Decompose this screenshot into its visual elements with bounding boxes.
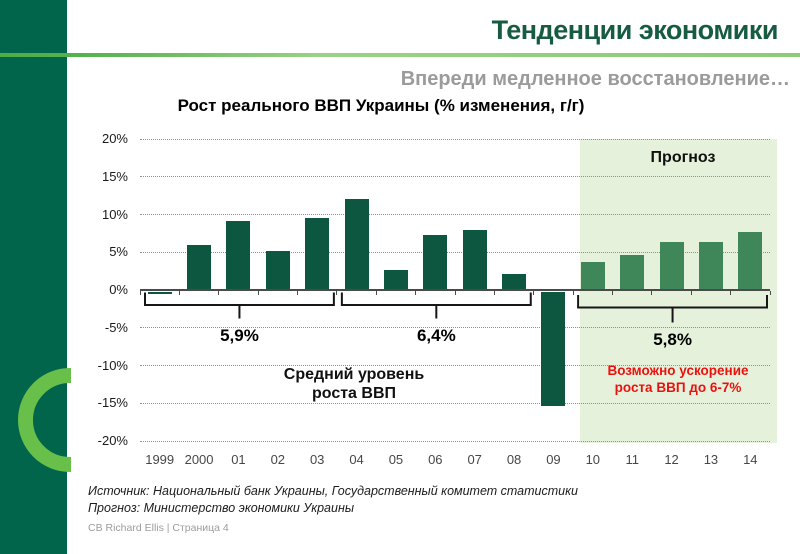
bar xyxy=(147,292,172,294)
x-axis-label: 04 xyxy=(349,452,364,467)
axis-tick xyxy=(297,291,298,295)
chart-title: Рост реального ВВП Украины (% изменения,… xyxy=(177,96,585,115)
y-axis-label: -15% xyxy=(97,395,128,411)
gridline xyxy=(140,176,770,178)
slide-subtitle: Впереди медленное восстановление… xyxy=(400,68,790,90)
axis-tick xyxy=(533,291,535,295)
y-axis-label: 0% xyxy=(109,282,128,297)
average-bracket xyxy=(144,292,335,319)
source-line-1: Источник: Национальный банк Украины, Гос… xyxy=(88,484,578,498)
axis-tick xyxy=(730,291,732,295)
average-bracket xyxy=(340,292,532,319)
x-axis-label: 13 xyxy=(703,452,719,467)
bar xyxy=(698,242,723,290)
x-axis-label: 07 xyxy=(467,452,482,467)
x-axis-label: 05 xyxy=(388,452,404,467)
gridline xyxy=(140,365,770,366)
bar xyxy=(344,198,369,290)
x-axis-label: 14 xyxy=(743,452,758,467)
gridline xyxy=(140,402,770,404)
sidebar-clip xyxy=(0,0,71,554)
accent-line xyxy=(0,53,800,57)
bar xyxy=(383,269,408,290)
forecast-region-label: Прогноз xyxy=(650,149,716,166)
bar xyxy=(620,254,645,290)
y-axis-label: 5% xyxy=(109,244,128,260)
average-bracket-label: 5,8% xyxy=(653,329,692,349)
axis-tick xyxy=(769,291,771,295)
forecast-acceleration-note: Возможно ускорение роста ВВП до 6-7% xyxy=(578,362,778,396)
bar xyxy=(187,245,212,290)
x-axis-label: 03 xyxy=(309,452,325,467)
average-bracket-label: 6,4% xyxy=(416,325,456,345)
x-axis-label: 10 xyxy=(585,452,601,467)
x-axis-label: 1999 xyxy=(145,452,175,467)
x-axis-label: 2000 xyxy=(184,452,214,467)
x-axis-label: 12 xyxy=(664,452,679,467)
source-line-2: Прогноз: Министерство экономики Украины xyxy=(88,501,355,515)
forecast-region xyxy=(580,139,777,443)
gridline xyxy=(140,214,770,215)
x-axis-label: 02 xyxy=(270,452,286,467)
gridline xyxy=(140,138,770,140)
bar xyxy=(659,242,684,290)
x-axis-label: 01 xyxy=(231,452,246,467)
axis-tick xyxy=(612,291,613,295)
axis-tick xyxy=(336,291,338,295)
axis-tick xyxy=(493,291,495,295)
bar xyxy=(423,234,448,290)
axis-tick xyxy=(572,291,574,295)
average-growth-note-line2: роста ВВП xyxy=(311,385,397,402)
bar xyxy=(305,217,330,290)
zero-axis xyxy=(140,289,770,291)
gridline xyxy=(140,251,770,253)
y-axis-label: 20% xyxy=(101,131,128,146)
forecast-acceleration-note-line2: роста ВВП до 6-7% xyxy=(614,380,742,395)
bar xyxy=(462,230,487,290)
average-growth-note: Средний уровень роста ВВП xyxy=(254,365,454,403)
axis-tick xyxy=(415,291,417,295)
y-axis-label: -20% xyxy=(97,433,128,448)
bar xyxy=(226,220,251,290)
average-growth-note-line1: Средний уровень xyxy=(283,366,425,383)
y-axis-label: 15% xyxy=(101,168,128,184)
bar xyxy=(738,231,763,290)
axis-tick xyxy=(257,291,259,295)
axis-tick xyxy=(375,291,377,295)
axis-tick xyxy=(218,291,220,295)
y-axis-label: 10% xyxy=(101,206,128,222)
bar xyxy=(502,274,527,290)
y-axis-label: -5% xyxy=(104,319,128,335)
bar xyxy=(541,292,566,406)
bar xyxy=(580,262,605,290)
bar xyxy=(265,250,290,290)
x-axis-label: 11 xyxy=(625,452,639,467)
forecast-acceleration-note-line1: Возможно ускорение xyxy=(607,363,749,378)
x-axis-label: 09 xyxy=(546,452,561,467)
y-axis-label: -10% xyxy=(97,357,128,373)
x-axis-label: 08 xyxy=(506,452,522,467)
axis-tick xyxy=(139,291,141,295)
axis-tick xyxy=(690,291,692,295)
axis-tick xyxy=(651,291,653,295)
gridline xyxy=(140,440,770,442)
gridline xyxy=(140,327,770,329)
x-axis-label: 06 xyxy=(428,452,443,467)
average-bracket-label: 5,9% xyxy=(220,325,259,345)
axis-tick xyxy=(178,291,180,295)
page-footer: CB Richard Ellis | Страница 4 xyxy=(88,522,229,534)
slide-title: Тенденции экономики xyxy=(491,15,779,45)
axis-tick xyxy=(454,291,456,295)
